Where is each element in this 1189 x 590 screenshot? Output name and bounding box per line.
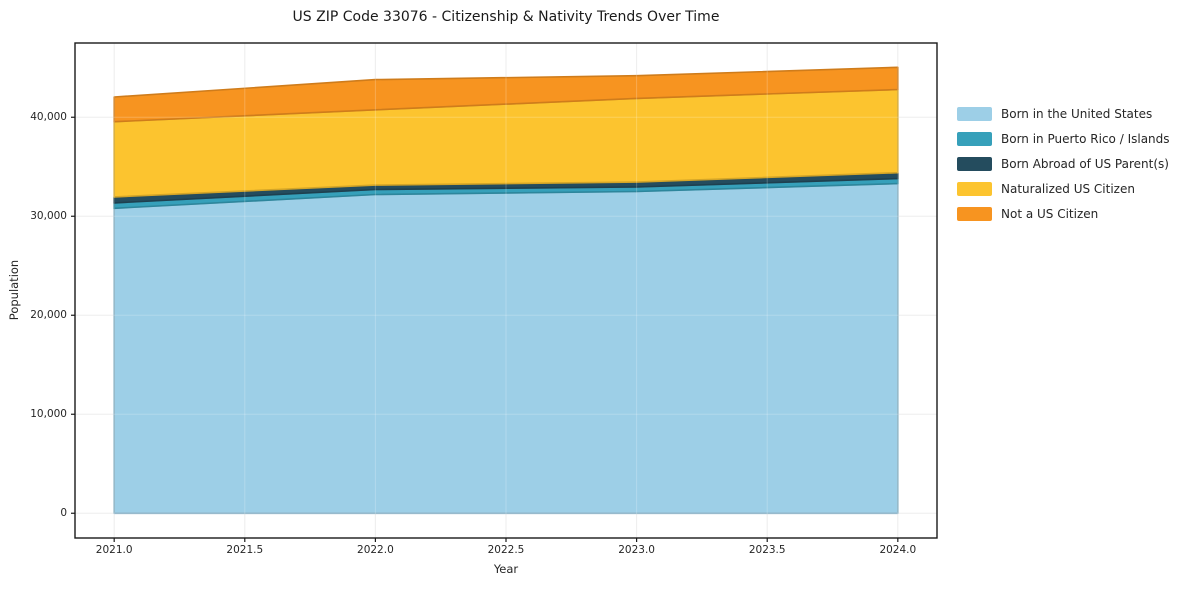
legend-item: Born in the United States <box>957 101 1170 126</box>
chart-title: US ZIP Code 33076 - Citizenship & Nativi… <box>292 9 720 25</box>
legend-swatch-icon <box>957 106 992 121</box>
x-tick-label: 2023.0 <box>618 544 655 556</box>
legend-label: Not a US Citizen <box>1001 206 1099 221</box>
legend-swatch-icon <box>957 131 992 146</box>
legend-label: Born in Puerto Rico / Islands <box>1001 131 1170 146</box>
x-tick-label: 2024.0 <box>879 544 917 556</box>
legend-item: Born in Puerto Rico / Islands <box>957 126 1170 151</box>
x-axis-label: Year <box>493 562 519 576</box>
legend-swatch-icon <box>957 206 992 221</box>
legend-swatch-icon <box>957 156 992 171</box>
x-tick-label: 2021.5 <box>226 544 264 556</box>
y-tick-label: 30,000 <box>30 210 67 223</box>
y-tick-label: 10,000 <box>30 408 67 421</box>
y-tick-label: 0 <box>60 507 67 520</box>
legend-item: Naturalized US Citizen <box>957 176 1170 201</box>
y-axis-label: Population <box>7 259 21 321</box>
x-tick-label: 2022.0 <box>357 544 394 556</box>
legend: Born in the United States Born in Puerto … <box>957 101 1170 226</box>
y-tick-label: 20,000 <box>30 309 67 322</box>
legend-swatch-icon <box>957 181 992 196</box>
legend-label: Naturalized US Citizen <box>1001 181 1135 196</box>
legend-label: Born Abroad of US Parent(s) <box>1001 156 1169 171</box>
legend-label: Born in the United States <box>1001 106 1153 121</box>
legend-item: Not a US Citizen <box>957 201 1170 226</box>
x-tick-label: 2023.5 <box>748 544 786 556</box>
area-series-5 <box>113 66 899 123</box>
legend-item: Born Abroad of US Parent(s) <box>957 151 1170 176</box>
y-tick-label: 40,000 <box>30 111 67 124</box>
x-tick-label: 2022.5 <box>487 544 525 556</box>
x-tick-label: 2021.0 <box>95 544 133 556</box>
